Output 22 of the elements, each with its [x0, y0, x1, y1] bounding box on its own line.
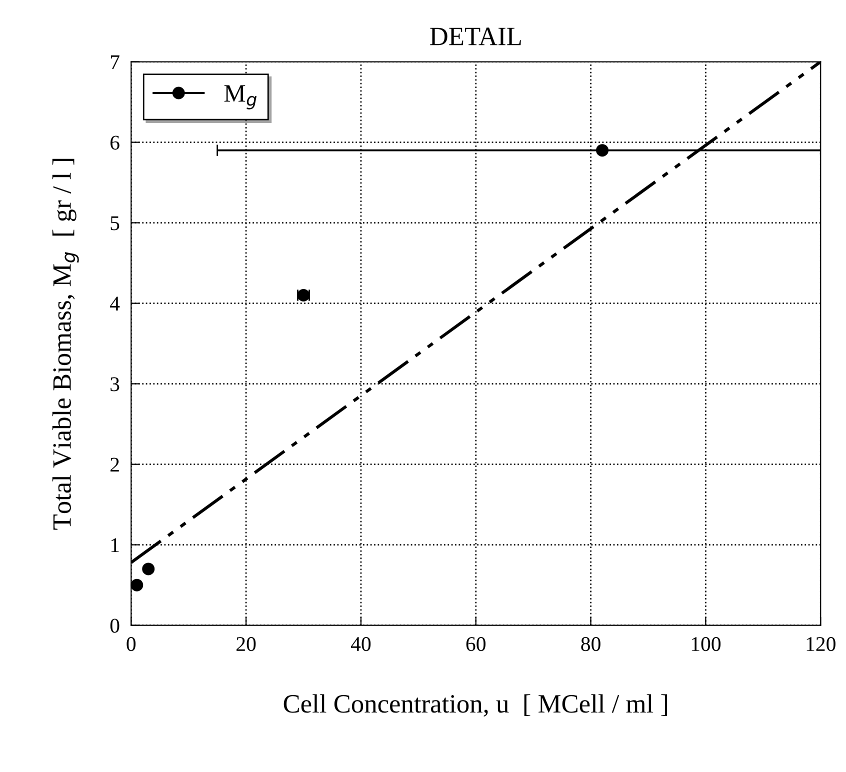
point	[596, 144, 609, 157]
x-tick-label: 20	[236, 637, 256, 652]
x-tick-label: 0	[126, 637, 136, 652]
x-tick-label: 60	[466, 637, 486, 652]
y-tick-label: 0	[110, 618, 120, 633]
y-tick-label: 7	[110, 55, 120, 69]
y-tick-label: 4	[110, 296, 120, 311]
legend-label: M$_{g}$	[224, 85, 257, 110]
y-tick-label: 6	[110, 136, 120, 150]
y-tick-label: 1	[111, 538, 119, 552]
point	[130, 578, 144, 592]
point	[142, 562, 155, 576]
y-tick-label: 5	[110, 216, 120, 230]
y-axis-title: Total Viable Biomass, M$_{g}$ [ gr / l ]	[52, 158, 79, 530]
x-tick-label: 120	[806, 637, 836, 652]
x-tick-label: 40	[350, 637, 371, 652]
y-tick-label: 2	[110, 458, 119, 472]
x-tick-label: 80	[581, 637, 600, 652]
x-axis-title: Cell Concentration, u [ MCell / ml ]	[284, 694, 668, 717]
x-tick-label: 100	[692, 637, 721, 652]
y-tick-label: 3	[110, 377, 120, 392]
chart-title: DETAIL	[430, 28, 521, 46]
